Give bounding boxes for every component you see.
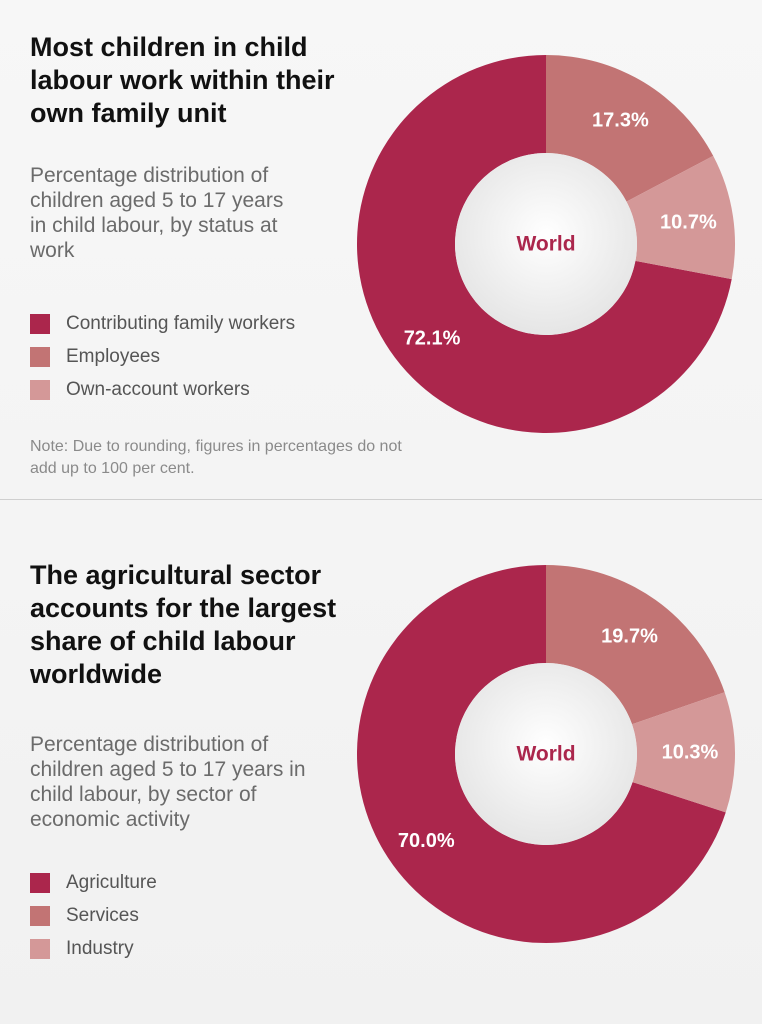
legend-swatch	[30, 938, 50, 959]
donut-slice-industry	[632, 692, 735, 813]
chart-title: The agricultural sector accounts for the…	[30, 560, 337, 689]
legend-item-contributing-family-workers: Contributing family workers	[30, 307, 295, 340]
slice-value-label-contributing-family-workers: 72.1%	[404, 327, 461, 349]
legend-label: Contributing family workers	[66, 312, 296, 334]
legend-swatch	[30, 379, 50, 400]
slice-value-label-industry: 10.3%	[662, 742, 719, 764]
chart-subtitle: Percentage distribution of children aged…	[30, 733, 306, 831]
legend-item-own-account-workers: Own-account workers	[30, 373, 295, 406]
legend-swatch	[30, 313, 50, 334]
chart-legend: Contributing family workers Employees Ow…	[30, 307, 295, 406]
legend-item-industry: Industry	[30, 932, 157, 965]
donut-slice-agriculture	[357, 565, 726, 943]
donut-chart-sector: 70.0% 19.7% 10.3% World	[357, 565, 735, 943]
donut-center-hole	[455, 153, 637, 335]
legend-swatch	[30, 905, 50, 926]
chart-subtitle: Percentage distribution of children aged…	[30, 164, 284, 262]
legend-label: Industry	[66, 937, 134, 959]
chart-panel-status-at-work: Most children in child labour work withi…	[0, 0, 762, 500]
slice-value-label-own-account-workers: 10.7%	[660, 212, 717, 234]
legend-item-agriculture: Agriculture	[30, 866, 157, 899]
donut-slice-contributing-family-workers	[357, 55, 732, 434]
legend-item-employees: Employees	[30, 340, 295, 373]
chart-title: Most children in child labour work withi…	[30, 32, 335, 128]
donut-slice-own-account-workers	[626, 155, 735, 280]
donut-center-label: World	[516, 743, 575, 766]
donut-center-label: World	[516, 233, 575, 256]
legend-label: Services	[66, 904, 139, 926]
slice-value-label-agriculture: 70.0%	[398, 830, 455, 852]
legend-item-services: Services	[30, 899, 157, 932]
donut-slice-employees	[546, 55, 714, 202]
donut-slice-services	[546, 565, 725, 725]
legend-swatch	[30, 872, 50, 893]
donut-chart-status-at-work: 72.1% 17.3% 10.7% World	[357, 55, 735, 434]
legend-label: Employees	[66, 345, 160, 367]
legend-label: Own-account workers	[66, 378, 250, 400]
legend-swatch	[30, 346, 50, 367]
section-divider	[0, 499, 762, 500]
chart-legend: Agriculture Services Industry	[30, 866, 157, 965]
chart-note: Note: Due to rounding, figures in percen…	[30, 438, 402, 477]
slice-value-label-employees: 17.3%	[592, 110, 649, 132]
legend-label: Agriculture	[66, 871, 157, 893]
chart-panel-sector: The agricultural sector accounts for the…	[0, 501, 762, 1024]
slice-value-label-services: 19.7%	[601, 626, 658, 648]
donut-center-hole	[455, 663, 637, 845]
